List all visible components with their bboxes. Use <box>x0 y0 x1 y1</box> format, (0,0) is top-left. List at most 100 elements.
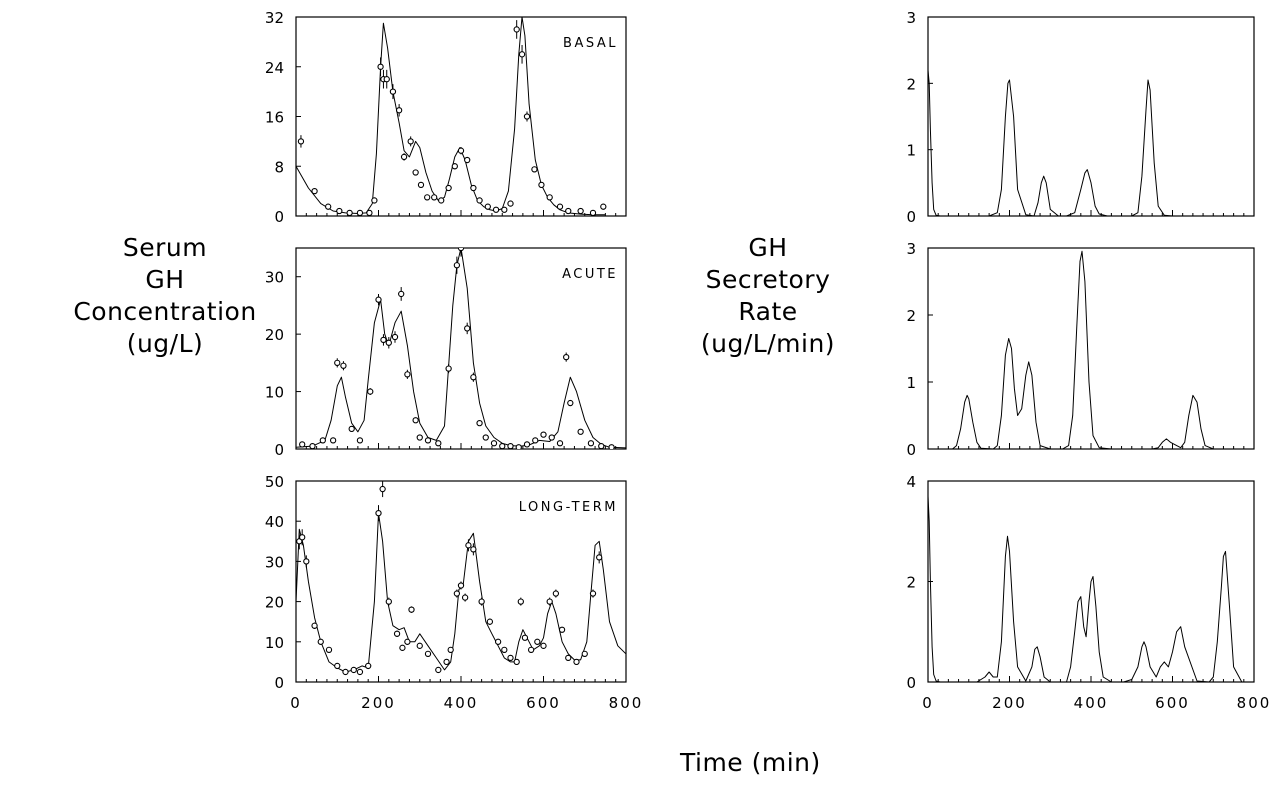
data-point <box>438 197 445 204</box>
data-point <box>464 325 471 332</box>
plot-area <box>296 17 607 216</box>
data-point <box>532 437 539 444</box>
y-tick-label: 0 <box>274 674 284 692</box>
data-point <box>445 365 452 372</box>
data-point <box>534 638 541 645</box>
y-tick-label: 1 <box>906 142 916 160</box>
data-point <box>482 434 489 441</box>
y-tick-label: 10 <box>265 384 284 402</box>
data-point <box>531 166 538 173</box>
x-tick-label: 800 <box>1237 694 1272 712</box>
plot-frame <box>927 247 1255 450</box>
y-tick-label: 20 <box>265 594 284 612</box>
data-point <box>375 296 382 303</box>
data-point <box>465 542 472 549</box>
x-axis-label: Time (min) <box>680 748 821 777</box>
data-point <box>317 638 324 645</box>
data-point <box>319 437 326 444</box>
data-point <box>598 442 605 449</box>
data-point <box>484 203 491 210</box>
data-point <box>546 598 553 605</box>
data-point <box>399 644 406 651</box>
data-point <box>513 26 520 33</box>
y-tick-label: 2 <box>906 574 916 592</box>
data-point <box>464 156 471 164</box>
left-y-axis-label: Serum GH Concentration (ug/L) <box>70 232 260 360</box>
data-point <box>476 197 483 204</box>
data-point <box>356 209 364 216</box>
data-point <box>297 138 305 145</box>
data-point <box>325 646 333 653</box>
plot-area <box>296 481 626 676</box>
data-point <box>457 248 465 252</box>
data-point <box>540 642 547 649</box>
data-point <box>334 359 341 367</box>
y-tick-label: 0 <box>274 441 284 459</box>
data-point <box>501 646 508 653</box>
data-point <box>395 107 403 114</box>
panel-title: BASAL <box>563 36 618 51</box>
data-point <box>453 590 461 597</box>
x-tick-label: 800 <box>609 694 644 712</box>
data-point <box>596 554 603 561</box>
data-point <box>577 428 584 435</box>
data-point <box>417 181 425 189</box>
x-tick-label: 600 <box>1155 694 1190 712</box>
data-point <box>336 207 343 215</box>
panel-title: LONG-TERM <box>519 500 618 515</box>
right-y-axis-label: GH Secretory Rate (ug/L/min) <box>678 232 858 360</box>
data-point <box>451 163 458 170</box>
data-point <box>558 626 566 633</box>
left-y-label-line: (ug/L) <box>126 329 204 358</box>
data-point <box>334 662 341 670</box>
data-point <box>501 206 508 213</box>
plot-area <box>296 248 626 449</box>
plot-area <box>928 496 1254 682</box>
data-point <box>325 203 332 210</box>
y-tick-label: 30 <box>265 269 284 287</box>
data-point <box>367 388 374 395</box>
data-point <box>393 630 401 637</box>
panel-basal-secretory-rate: 0 1 2 3 <box>906 9 1255 226</box>
left-y-label-line: Concentration <box>73 297 257 326</box>
fitted-curve <box>296 512 626 673</box>
y-tick-label: 32 <box>265 9 284 27</box>
data-point <box>486 618 494 625</box>
data-point <box>507 200 514 207</box>
data-point <box>453 262 461 269</box>
right-y-label-line: GH <box>748 233 788 262</box>
panel-acute-concentration: 0 10 20 30 ACUTE <box>265 247 627 459</box>
data-point <box>424 650 432 658</box>
y-tick-label: 50 <box>265 473 284 491</box>
data-point <box>389 88 397 95</box>
panel-title: ACUTE <box>562 267 618 282</box>
data-point <box>377 63 384 70</box>
data-point <box>416 642 423 649</box>
data-point <box>371 197 378 204</box>
data-point <box>608 444 615 449</box>
data-point <box>380 336 387 344</box>
panel-acute-secretory-rate: 0 1 2 3 <box>906 240 1255 459</box>
x-tick-label: 0 <box>922 694 934 712</box>
data-point <box>556 440 564 447</box>
y-tick-label: 0 <box>906 441 916 459</box>
data-point <box>379 485 386 493</box>
data-point <box>408 606 415 613</box>
data-point <box>587 440 595 447</box>
data-point <box>577 207 584 215</box>
y-tick-label: 40 <box>265 513 284 531</box>
y-tick-label: 24 <box>265 59 284 77</box>
data-point <box>600 203 607 210</box>
y-tick-label: 3 <box>906 9 916 27</box>
data-point <box>589 590 597 597</box>
y-tick-label: 4 <box>906 473 916 491</box>
data-point <box>523 113 531 120</box>
data-point <box>546 194 553 201</box>
data-point <box>356 437 364 444</box>
data-point <box>567 399 574 407</box>
data-point <box>494 638 502 645</box>
data-point <box>375 510 382 517</box>
data-point <box>573 658 580 666</box>
left-y-label-line: GH <box>145 265 185 294</box>
